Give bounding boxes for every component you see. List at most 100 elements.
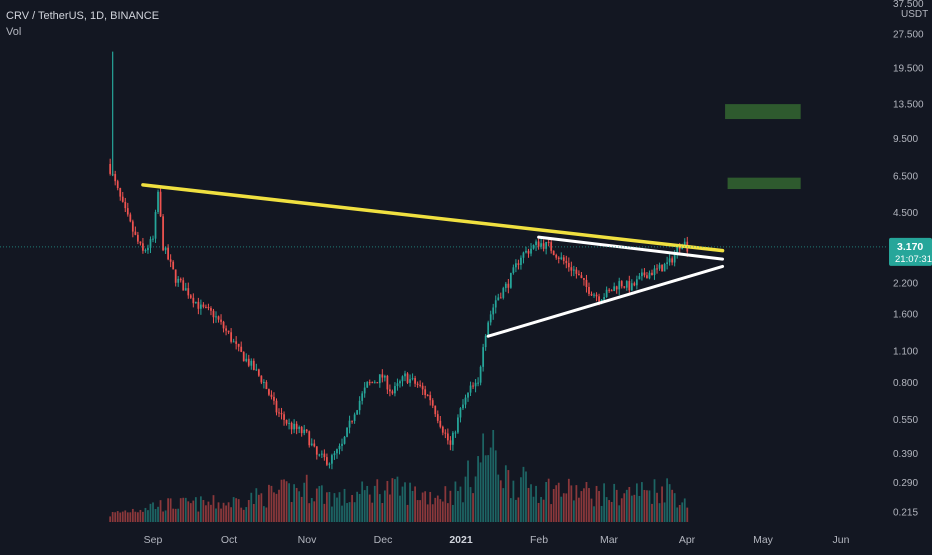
- volume-bar: [159, 500, 162, 522]
- volume-bar: [225, 505, 227, 522]
- candle-body: [247, 358, 250, 366]
- price-tick-label: 0.215: [893, 508, 918, 519]
- volume-bar: [162, 511, 164, 522]
- candle-body: [177, 278, 180, 283]
- candle-body: [542, 243, 545, 249]
- candle-body: [263, 381, 265, 383]
- candle-body: [578, 273, 580, 276]
- symbol-title[interactable]: CRV / TetherUS, 1D, BINANCE: [6, 10, 160, 22]
- candle: [509, 272, 512, 289]
- volume-bar: [250, 492, 253, 522]
- candle-body: [552, 250, 555, 255]
- candles-layer: [109, 51, 689, 470]
- candle: [283, 411, 285, 426]
- volume-bar: [129, 512, 132, 522]
- time-axis[interactable]: Sep Oct Nov Dec 2021 Feb Mar Apr May Jun: [144, 534, 850, 546]
- target-zone-1[interactable]: [727, 177, 801, 190]
- currency-label: USDT: [901, 9, 928, 20]
- candle: [270, 390, 273, 400]
- candle: [124, 197, 127, 213]
- candle-body: [457, 417, 459, 433]
- candle-body: [305, 429, 308, 432]
- candle-body: [298, 427, 301, 429]
- candle: [595, 292, 598, 302]
- volume-bar: [376, 479, 379, 522]
- candle: [142, 237, 144, 254]
- volume-bar: [429, 491, 432, 522]
- candle: [603, 293, 605, 301]
- candle-body: [144, 250, 147, 252]
- candle: [230, 328, 233, 344]
- candle: [328, 462, 331, 469]
- candle-body: [162, 216, 164, 251]
- candle-body: [421, 385, 424, 390]
- candle: [489, 310, 492, 326]
- candle: [661, 264, 663, 272]
- trendline-white-1[interactable]: [537, 235, 725, 261]
- candle: [560, 252, 563, 261]
- candle-body: [648, 272, 651, 279]
- candle-body: [290, 422, 293, 430]
- volume-bar: [245, 507, 248, 522]
- candle: [504, 281, 507, 292]
- volume-bar: [603, 483, 605, 522]
- price-tick-label: 13.500: [893, 100, 924, 111]
- candle-body: [535, 241, 537, 245]
- candle: [439, 415, 442, 429]
- candle-body: [653, 268, 656, 276]
- candle: [527, 248, 530, 258]
- candle: [487, 320, 490, 337]
- candle-body: [527, 250, 530, 254]
- volume-bar: [320, 485, 323, 522]
- candle: [396, 378, 399, 391]
- candle-body: [431, 400, 434, 406]
- trendline-white-2[interactable]: [486, 264, 725, 338]
- candle-body: [184, 288, 187, 291]
- target-zone-0[interactable]: [725, 104, 801, 120]
- volume-bar: [399, 495, 401, 522]
- candle: [366, 381, 369, 388]
- volume-bar: [187, 501, 190, 522]
- volume-bar: [396, 476, 399, 522]
- volume-indicator-label[interactable]: Vol: [6, 26, 22, 38]
- candle-body: [504, 283, 507, 289]
- volume-bar: [663, 502, 666, 522]
- chart-legend: CRV / TetherUS, 1D, BINANCE Vol: [6, 8, 159, 40]
- candle-body: [615, 286, 618, 290]
- candle-body: [212, 310, 215, 318]
- candle-body: [482, 347, 485, 367]
- candle: [565, 255, 568, 269]
- volume-bar: [366, 485, 369, 522]
- volume-bar: [184, 497, 187, 522]
- volume-bar: [648, 490, 651, 522]
- time-tick-label: Apr: [679, 534, 696, 546]
- candle-body: [257, 369, 260, 376]
- price-tick-label: 0.800: [893, 378, 918, 389]
- candle: [144, 248, 147, 253]
- candle-body: [285, 419, 288, 424]
- candle: [129, 212, 132, 223]
- volume-bar: [381, 503, 384, 522]
- candle: [555, 253, 558, 260]
- candle-body: [477, 382, 479, 384]
- candle-body: [197, 301, 200, 309]
- trendline-yellow-0[interactable]: [141, 183, 725, 253]
- volume-bar: [507, 470, 510, 522]
- candle: [663, 262, 666, 272]
- volume-bar: [588, 488, 590, 522]
- candle: [641, 268, 643, 281]
- volume-bar: [197, 511, 200, 522]
- volume-bar: [595, 485, 598, 522]
- candle: [532, 244, 535, 250]
- candle-body: [635, 279, 638, 286]
- candle: [139, 241, 142, 246]
- volume-bar: [205, 505, 207, 522]
- candle: [346, 427, 348, 438]
- candle: [651, 269, 653, 276]
- candle-body: [147, 247, 149, 251]
- volume-bar: [154, 509, 157, 522]
- candle-body: [154, 212, 157, 239]
